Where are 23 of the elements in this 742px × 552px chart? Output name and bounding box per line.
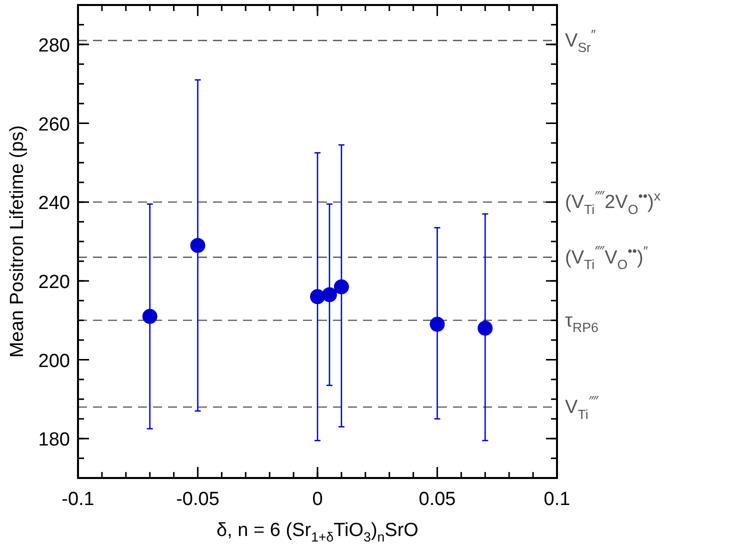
ref-line-label: (V$_{Ti}$$^{⁗}$2V$_{O}$$^{••}$)$^{x}$ — [565, 188, 661, 217]
y-tick-label: 260 — [38, 114, 70, 136]
point — [430, 316, 445, 332]
y-tick-label: 220 — [38, 272, 70, 293]
point — [334, 279, 349, 294]
x-tick-label: -0.1 — [62, 489, 94, 510]
y-tick-label: 180 — [38, 430, 70, 451]
x-tick-label: -0.05 — [176, 489, 220, 510]
point — [310, 289, 325, 304]
ref-line-label: (V$_{Ti}$$^{⁗}$V$_{O}$$^{••}$)$^{″}$ — [565, 244, 648, 272]
point — [322, 287, 337, 302]
ref-line-label: τ$_{RP6}$ — [565, 310, 598, 336]
y-tick-label: 200 — [38, 350, 70, 372]
y-tick-label: 240 — [38, 193, 70, 214]
y-tick-label: 280 — [38, 35, 70, 56]
x-tick-label: 0.05 — [418, 489, 456, 510]
point — [190, 238, 206, 253]
x-tick-label: 0 — [312, 489, 323, 510]
point — [142, 308, 158, 324]
point — [478, 320, 493, 336]
x-axis-title: δ, n = 6 (Sr$_{1+δ}$TiO$_{3}$)$_{n}$SrO — [216, 520, 418, 545]
x-tick-label: 0.1 — [544, 489, 570, 510]
y-axis-title: Mean Positron Lifetime (ps) — [7, 125, 28, 358]
